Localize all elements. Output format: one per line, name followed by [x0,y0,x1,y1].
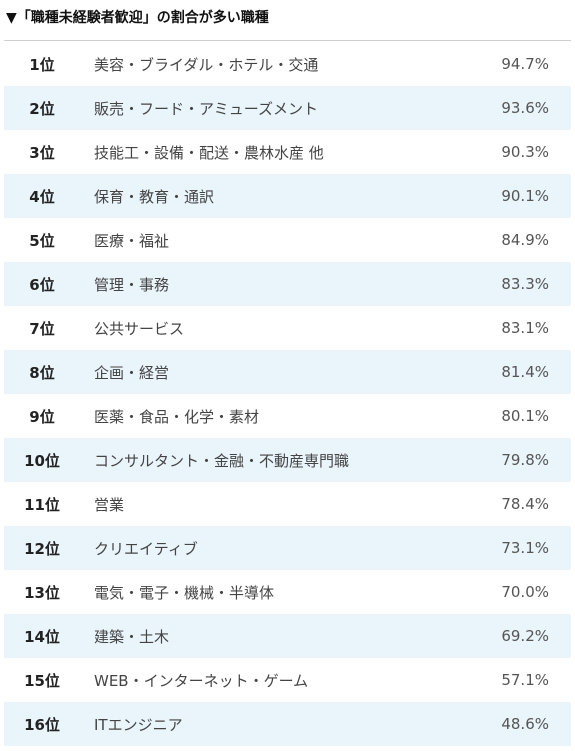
rank-cell: 12位 [24,539,60,558]
rank-cell: 10位 [24,451,60,470]
table-row: 10位 コンサルタント・金融・不動産専門職 79.8% [4,438,571,482]
job-cell: 公共サービス [94,319,185,338]
table-row: 8位 企画・経営 81.4% [4,350,571,394]
rank-cell: 11位 [24,495,60,514]
job-cell: 営業 [94,495,125,514]
rate-cell: 94.7% [501,55,549,73]
job-cell: 医療・福祉 [94,231,170,250]
job-cell: 販売・フード・アミューズメント [94,99,318,118]
table-row: 16位 ITエンジニア 48.6% [4,702,571,746]
rank-cell: 3位 [29,143,55,162]
rank-cell: 4位 [29,187,55,206]
table-row: 13位 電気・電子・機械・半導体 70.0% [4,570,571,614]
job-cell: WEB・インターネット・ゲーム [94,671,309,690]
rate-cell: 83.1% [501,319,549,337]
rate-cell: 79.8% [501,451,549,469]
rate-cell: 69.2% [501,627,549,645]
job-cell: 企画・経営 [94,363,170,382]
rate-cell: 48.6% [501,715,549,733]
table-row: 15位 WEB・インターネット・ゲーム 57.1% [4,658,571,702]
rank-cell: 15位 [24,671,60,690]
table-row: 1位 美容・ブライダル・ホテル・交通 94.7% [4,42,571,86]
rank-cell: 8位 [29,363,55,382]
job-cell: 医薬・食品・化学・素材 [94,407,260,426]
table-row: 11位 営業 78.4% [4,482,571,526]
ranking-table: 1位 美容・ブライダル・ホテル・交通 94.7% 2位 販売・フード・アミューズ… [4,42,571,746]
table-row: 2位 販売・フード・アミューズメント 93.6% [4,86,571,130]
rate-cell: 57.1% [501,671,549,689]
rate-cell: 81.4% [501,363,549,381]
table-row: 6位 管理・事務 83.3% [4,262,571,306]
rank-cell: 5位 [29,231,55,250]
rate-cell: 93.6% [501,99,549,117]
job-cell: 電気・電子・機械・半導体 [94,583,275,602]
job-cell: 管理・事務 [94,275,170,294]
rank-cell: 14位 [24,627,60,646]
job-cell: 保育・教育・通訳 [94,187,215,206]
job-cell: クリエイティブ [94,539,198,558]
table-row: 12位 クリエイティブ 73.1% [4,526,571,570]
table-row: 3位 技能工・設備・配送・農林水産 他 90.3% [4,130,571,174]
rank-cell: 2位 [29,99,55,118]
table-row: 4位 保育・教育・通訳 90.1% [4,174,571,218]
job-cell: ITエンジニア [94,715,183,734]
rank-cell: 6位 [29,275,55,294]
table-row: 9位 医薬・食品・化学・素材 80.1% [4,394,571,438]
rate-cell: 90.1% [501,187,549,205]
rate-cell: 70.0% [501,583,549,601]
rate-cell: 80.1% [501,407,549,425]
job-cell: 建築・土木 [94,627,170,646]
title-divider [4,40,571,41]
table-row: 14位 建築・土木 69.2% [4,614,571,658]
job-cell: コンサルタント・金融・不動産専門職 [94,451,350,470]
rank-cell: 13位 [24,583,60,602]
rate-cell: 78.4% [501,495,549,513]
rate-cell: 90.3% [501,143,549,161]
rank-cell: 1位 [29,55,55,74]
table-title: ▼「職種未経験者歓迎」の割合が多い職種 [6,10,269,26]
table-row: 5位 医療・福祉 84.9% [4,218,571,262]
rate-cell: 84.9% [501,231,549,249]
rank-cell: 7位 [29,319,55,338]
rank-cell: 16位 [24,715,60,734]
rank-cell: 9位 [29,407,55,426]
job-cell: 美容・ブライダル・ホテル・交通 [94,55,319,74]
rate-cell: 83.3% [501,275,549,293]
table-row: 7位 公共サービス 83.1% [4,306,571,350]
rate-cell: 73.1% [501,539,549,557]
job-cell: 技能工・設備・配送・農林水産 他 [94,143,324,162]
